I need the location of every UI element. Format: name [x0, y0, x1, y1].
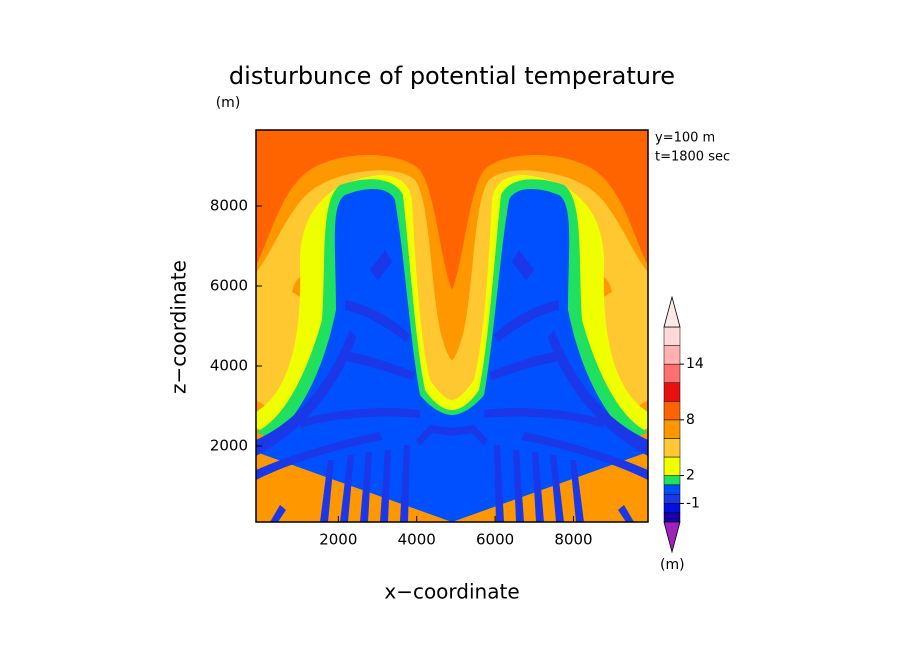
- colorbar-segment: [663, 493, 681, 504]
- colorbar-extend-under: [663, 521, 681, 554]
- colorbar-segment: [663, 512, 681, 523]
- axis-unit: (m): [216, 95, 241, 111]
- colorbar-segment: [663, 475, 681, 486]
- x-tick-label: 8000: [554, 531, 592, 549]
- annotation: y=100 m: [655, 131, 715, 146]
- contour-field: [256, 130, 648, 522]
- colorbar-segment: [663, 419, 681, 439]
- colorbar-tick-label: 14: [686, 356, 704, 372]
- colorbar-segment: [663, 503, 681, 513]
- x-tick-label: 2000: [319, 531, 357, 549]
- colorbar-tick-label: -1: [686, 495, 700, 511]
- colorbar-segment: [663, 484, 681, 495]
- x-tick-label: 6000: [476, 531, 514, 549]
- x-axis-label: x−coordinate: [384, 580, 519, 604]
- y-tick-label: 6000: [210, 277, 248, 295]
- plot-frame: [255, 129, 649, 523]
- y-tick-label: 2000: [210, 437, 248, 455]
- colorbar-segment: [663, 326, 681, 346]
- colorbar-tick-label: 2: [686, 468, 695, 484]
- colorbar-segment: [663, 382, 681, 402]
- y-axis-label: z−coordinate: [167, 260, 191, 394]
- colorbar-tick-label: 8: [686, 412, 695, 428]
- colorbar-segment: [663, 438, 681, 458]
- colorbar-unit: (m): [660, 557, 685, 573]
- x-tick-label: 4000: [398, 531, 436, 549]
- colorbar-segment: [663, 456, 681, 476]
- colorbar-segment: [663, 363, 681, 383]
- y-tick-label: 4000: [210, 357, 248, 375]
- y-tick-label: 8000: [210, 197, 248, 215]
- colorbar-extend-over: [663, 295, 681, 328]
- colorbar-segment: [663, 401, 681, 421]
- colorbar-segment: [663, 345, 681, 365]
- chart-title: disturbunce of potential temperature: [229, 62, 675, 90]
- annotation: t=1800 sec: [655, 150, 730, 165]
